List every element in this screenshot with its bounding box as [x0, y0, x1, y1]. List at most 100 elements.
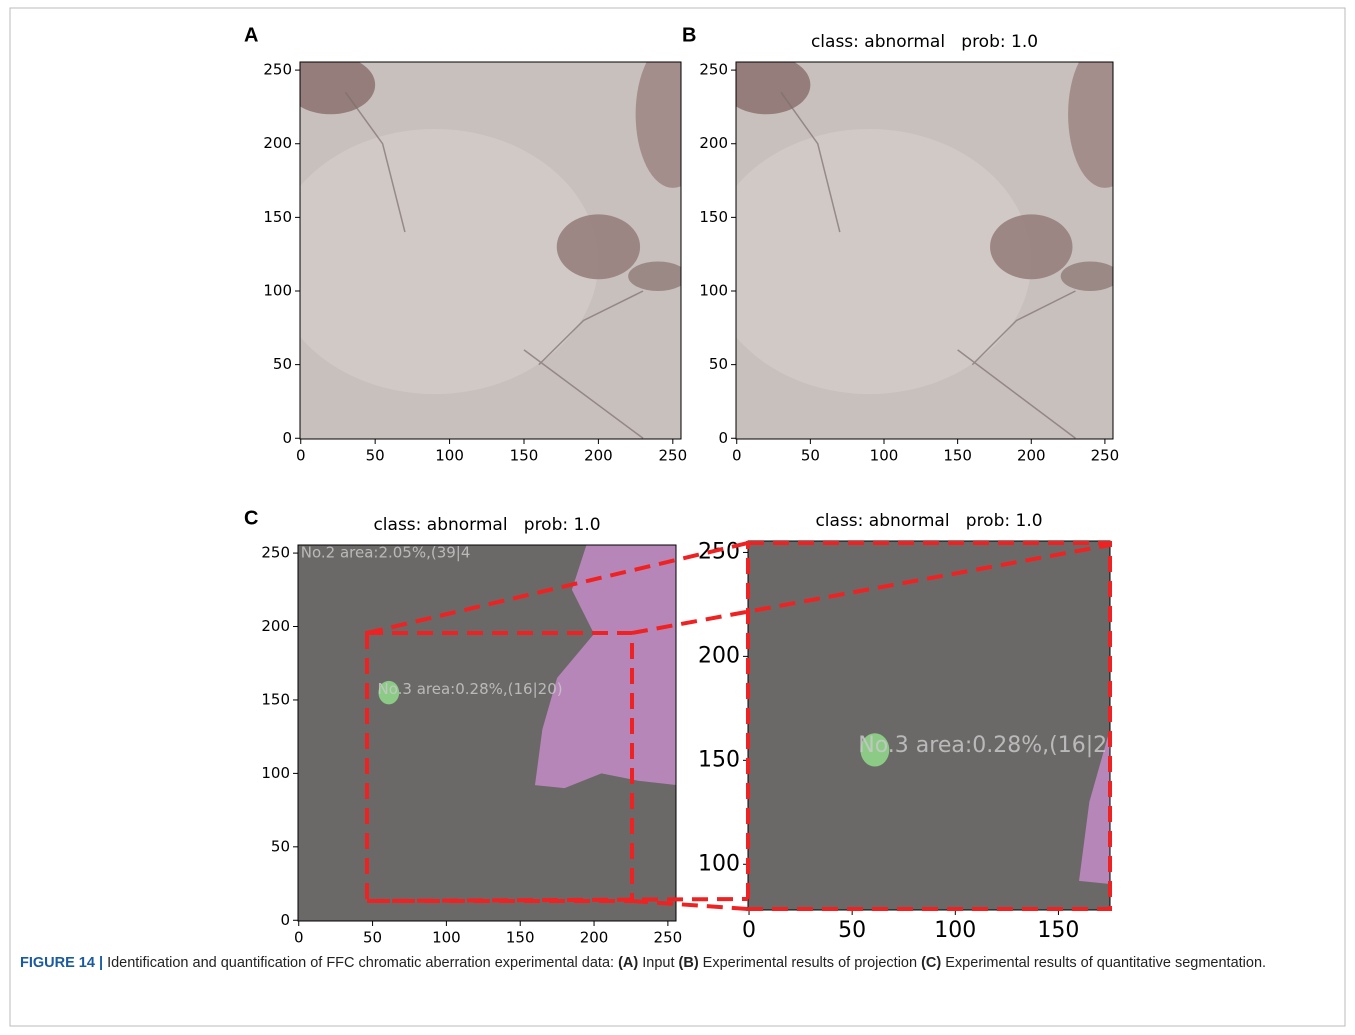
blob [736, 62, 811, 115]
caption-text: Experimental results of quantitative seg… [941, 955, 1267, 971]
y-tick-label: 100 [698, 851, 740, 876]
caption-text: (C) [921, 955, 942, 971]
x-tick-label: 200 [584, 447, 613, 465]
y-tick-label: 50 [271, 837, 290, 855]
y-tick-label: 250 [699, 61, 728, 79]
y-tick-label: 200 [698, 643, 740, 668]
caption-text: Input [638, 955, 679, 971]
x-tick-label: 50 [801, 447, 820, 465]
axes-frame [299, 61, 682, 440]
image: No.3 area:0.28%,(16|20) No.2 area:2.05%,(… [298, 544, 676, 921]
caption-text: (B) [678, 955, 699, 971]
y-tick-label: 150 [699, 208, 728, 226]
panel-title: class: abnormal prob: 1.0 [815, 511, 1042, 531]
blob [1068, 62, 1113, 188]
blob [635, 62, 681, 188]
zoom-box [746, 541, 1112, 911]
zoom-connector [366, 541, 749, 635]
y-tick-label: 250 [698, 539, 740, 564]
axes-frame [735, 61, 1114, 440]
crack [344, 91, 644, 439]
segment-label: No.2 area:2.05%,(39|4 [301, 544, 471, 562]
zoom-connector [366, 897, 749, 903]
blob [1060, 261, 1113, 291]
image: No.3 area:0.28%,(16|20) [748, 541, 1129, 910]
blob [300, 62, 376, 115]
x-tick-label: 250 [654, 929, 683, 947]
image [300, 62, 681, 439]
segment-region [534, 545, 676, 789]
zoom-connector [631, 543, 1111, 635]
y-tick-label: 150 [261, 690, 290, 708]
photo-bg [748, 541, 1110, 910]
caption: FIGURE 14 | Identification and quantific… [20, 950, 1320, 976]
blob [556, 214, 641, 280]
x-tick-label: 100 [432, 929, 461, 947]
y-tick-label: 250 [263, 61, 292, 79]
blob [860, 733, 890, 767]
y-tick-label: 250 [261, 544, 290, 562]
y-tick-label: 200 [263, 134, 292, 152]
axes-frame [297, 544, 677, 922]
x-tick-label: 150 [506, 929, 535, 947]
x-tick-label: 250 [1091, 447, 1120, 465]
y-tick-label: 0 [280, 911, 290, 929]
y-tick-label: 0 [282, 429, 292, 447]
y-tick-label: 50 [709, 355, 728, 373]
y-tick-label: 200 [261, 617, 290, 635]
y-tick-label: 200 [699, 134, 728, 152]
caption-text: (A) [618, 955, 639, 971]
panel-title: class: abnormal prob: 1.0 [811, 32, 1038, 52]
blob [736, 129, 1032, 395]
y-tick-label: 150 [263, 208, 292, 226]
x-tick-label: 100 [870, 447, 899, 465]
panel-label: B [682, 24, 696, 46]
x-tick-label: 200 [580, 929, 609, 947]
x-tick-label: 0 [294, 929, 304, 947]
segment-label: No.3 area:0.28%,(16|20) [378, 680, 563, 698]
y-tick-label: 50 [273, 355, 292, 373]
blob [300, 129, 599, 395]
crack [780, 91, 1076, 439]
x-tick-label: 250 [658, 447, 687, 465]
y-tick-label: 150 [698, 747, 740, 772]
segment-region [1079, 729, 1110, 885]
blob [628, 261, 681, 291]
image-panel: 0 50 100 150 200 250 0 50 100 150 200 250 class: abn… [682, 24, 1120, 465]
blob [990, 214, 1073, 280]
caption-text: Identification and quantification of FFC… [107, 955, 619, 971]
blob [378, 680, 400, 705]
caption-text: Experimental results of projection [698, 955, 922, 971]
zoom-connector [631, 899, 749, 911]
panel-title: class: abnormal prob: 1.0 [373, 515, 600, 535]
segment-label: No.3 area:0.28%,(16|20) [858, 733, 1129, 758]
y-tick-label: 100 [261, 764, 290, 782]
x-tick-label: 0 [296, 447, 306, 465]
x-tick-label: 50 [366, 447, 385, 465]
x-tick-label: 200 [1017, 447, 1046, 465]
y-tick-label: 0 [718, 429, 728, 447]
x-tick-label: 100 [435, 447, 464, 465]
image-panel: No.3 area:0.28%,(16|20) No.2 area:2.05%,(… [244, 507, 682, 946]
x-tick-label: 0 [732, 447, 742, 465]
caption-text: FIGURE 14 | [20, 955, 104, 971]
x-tick-label: 0 [742, 918, 756, 943]
x-tick-label: 150 [943, 447, 972, 465]
figure-frame [9, 7, 1346, 1027]
x-tick-label: 50 [838, 918, 866, 943]
panel-label: A [244, 24, 258, 46]
y-tick-label: 100 [263, 281, 292, 299]
x-tick-label: 150 [1037, 918, 1079, 943]
image [736, 62, 1113, 439]
image-panel: 0 50 100 150 200 250 0 50 100 150 200 250 A [244, 24, 687, 465]
x-tick-label: 50 [363, 929, 382, 947]
zoom-indicator [365, 541, 1112, 911]
x-tick-label: 100 [934, 918, 976, 943]
image-panel: No.3 area:0.28%,(16|20) 0 50 100 150 100 150 20… [698, 511, 1129, 943]
panel-label: C [244, 507, 258, 529]
y-tick-label: 100 [699, 281, 728, 299]
x-tick-label: 150 [510, 447, 539, 465]
